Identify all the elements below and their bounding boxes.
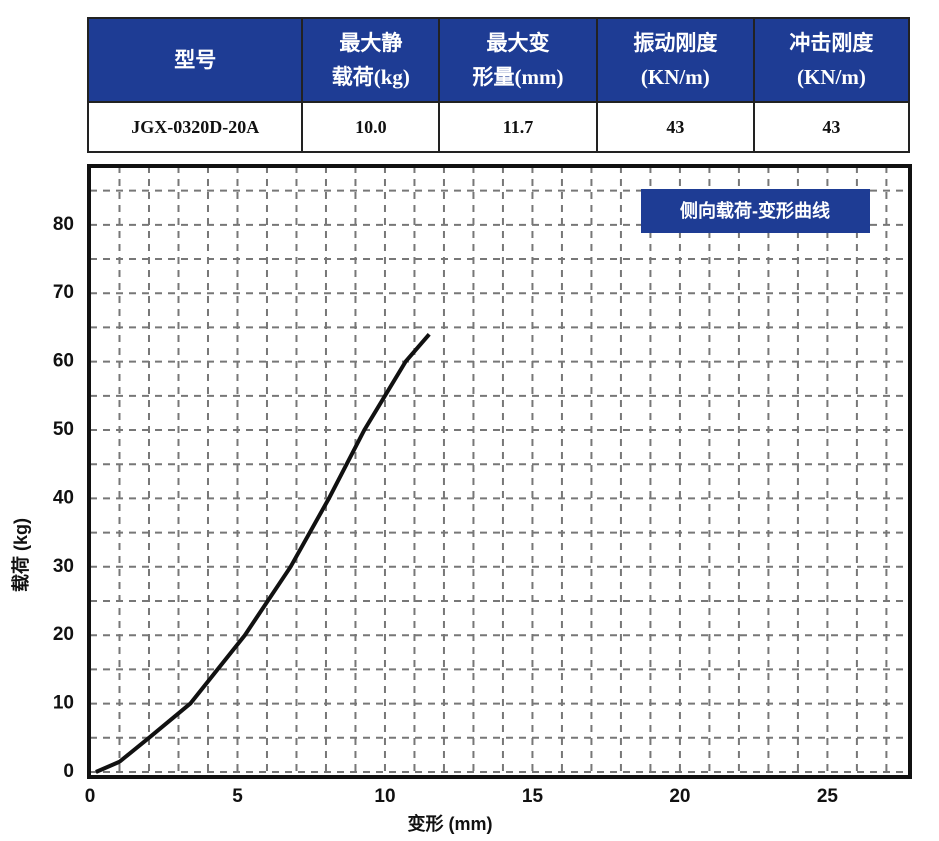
x-tick-label: 20 xyxy=(669,786,690,807)
header-cell: 最大变形量(mm) xyxy=(438,17,598,103)
header-text: 型号 xyxy=(174,48,217,72)
header-text: 最大变 xyxy=(486,31,550,55)
x-tick-label: 10 xyxy=(374,786,395,807)
header-cell: 振动刚度 (KN/m) xyxy=(595,17,755,103)
data-cell: 10.0 xyxy=(301,101,441,153)
header-cell: 最大静载荷(kg) xyxy=(301,17,441,103)
y-tick-label: 60 xyxy=(53,351,74,372)
header-row: 型号 最大静 载荷(kg) 最大变 形量(mm) 振动刚度 (KN/m) 冲击刚度 (KN/m) xyxy=(86,17,911,103)
data-cell: 43 xyxy=(752,101,911,153)
header-text: (KN/m) xyxy=(797,65,866,89)
y-tick-label: 70 xyxy=(53,282,74,303)
y-tick-label: 50 xyxy=(53,419,74,440)
y-tick-label: 10 xyxy=(53,693,74,714)
data-cell: 43 xyxy=(595,101,755,153)
x-tick-label: 15 xyxy=(522,786,544,807)
header-text: (KN/m) xyxy=(640,65,710,89)
y-tick-label: 40 xyxy=(53,487,74,508)
header-cell: 型号 xyxy=(86,17,304,103)
y-tick-label: 0 xyxy=(63,761,74,782)
x-tick-label: 5 xyxy=(232,786,243,807)
header-text: 振动刚度 xyxy=(633,31,718,55)
x-tick-label: 0 xyxy=(85,786,96,807)
y-tick-label: 20 xyxy=(53,624,74,645)
header-text: 最大静 xyxy=(339,31,403,55)
data-cell: 11.7 xyxy=(438,101,598,153)
spec-table: 型号 最大静 载荷(kg) 最大变 形量(mm) 振动刚度 (KN/m) 冲击刚度 (KN/m)… xyxy=(86,17,911,153)
y-tick-label: 30 xyxy=(53,556,74,577)
x-tick-label: 25 xyxy=(817,786,839,807)
data-row: JGX-0320D-20A 10.0 11.7 43 43 xyxy=(86,101,911,153)
x-axis-label: 变形 (mm) xyxy=(408,813,493,834)
data-cell: JGX-0320D-20A xyxy=(86,101,304,153)
header-cell: 冲击刚度 (KN/m) xyxy=(752,17,911,103)
plot-frame xyxy=(87,164,912,779)
header-text: 冲击刚度 xyxy=(789,31,874,55)
title-box xyxy=(641,189,870,233)
header-text: 载荷(kg) xyxy=(331,65,410,89)
chart-title: 侧向载荷-变形曲线 xyxy=(680,200,830,221)
data-line xyxy=(95,332,431,774)
header-text: 形量(mm) xyxy=(472,65,564,89)
y-axis-label: 载荷 (kg) xyxy=(10,518,31,592)
y-tick-label: 80 xyxy=(53,214,74,235)
